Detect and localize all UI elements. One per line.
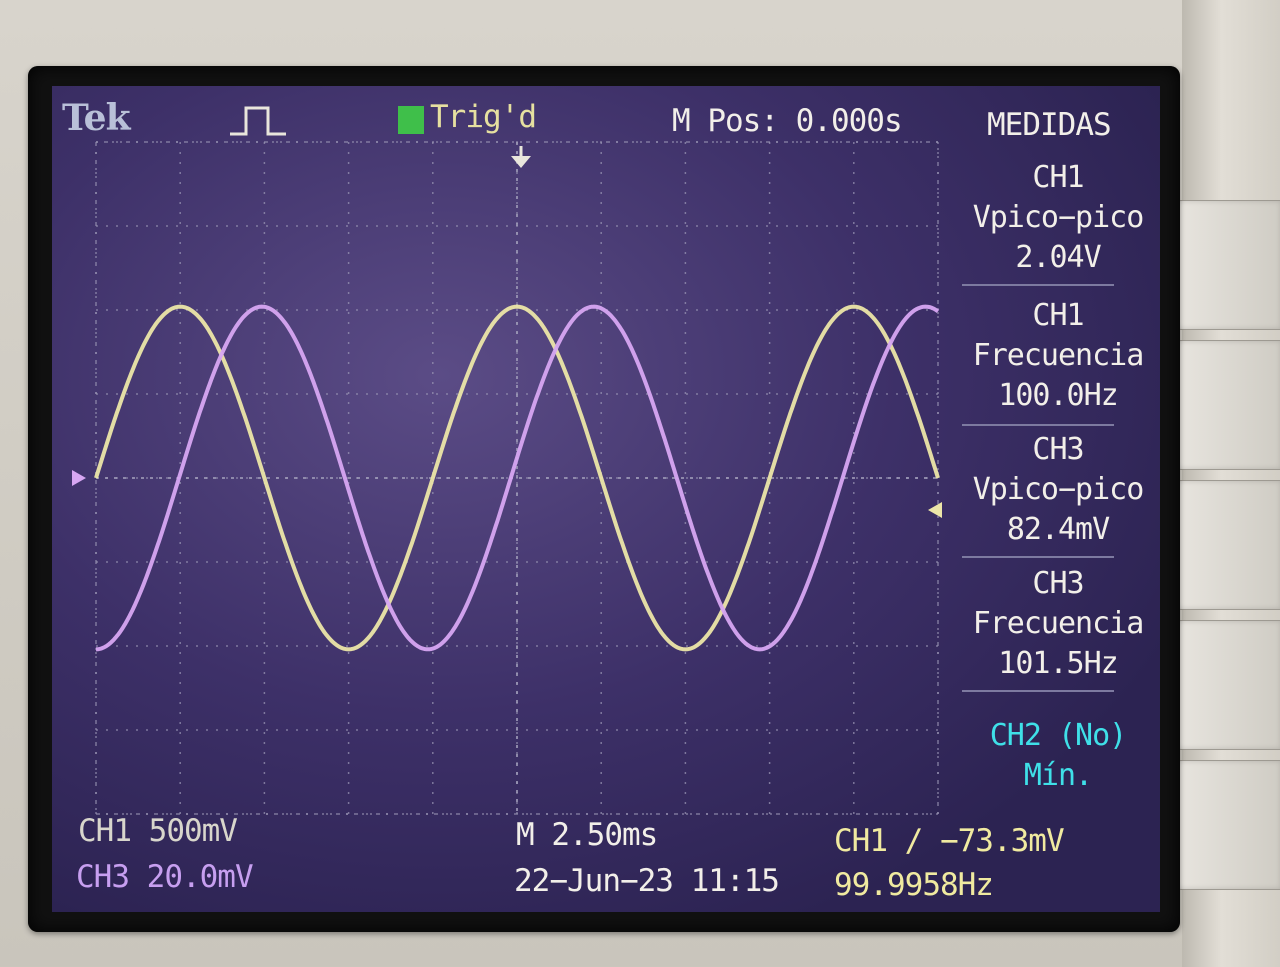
softkey-1-button[interactable] [1175,200,1280,330]
date-time-readout: 22−Jun−23 11:15 [514,863,780,899]
measurement-2[interactable]: CH1 Frecuencia 100.0Hz [960,296,1156,416]
trigger-position-marker-icon [511,146,531,168]
measurement-label: Vpico−pico [972,200,1145,235]
measurement-channel: CH2 (No) [989,718,1128,753]
edge-trigger-icon [230,106,286,136]
measurement-label: Vpico−pico [972,472,1145,507]
ch3-ground-marker[interactable] [72,470,86,486]
softkey-5-button[interactable] [1175,760,1280,890]
measurement-channel: CH3 [1032,432,1084,467]
timebase-readout: M 2.50ms [516,817,658,853]
ch3-waveform [95,304,940,652]
measurement-channel: CH1 [1032,298,1084,333]
softkey-2-button[interactable] [1175,340,1280,470]
ch1-scale-readout: CH1 500mV [78,813,238,849]
waveform-display [72,141,942,815]
menu-title: MEDIDAS [987,107,1112,143]
measurement-channel: CH1 [1032,160,1084,195]
measurement-label: Frecuencia [972,606,1145,641]
brand-logo: Tek [62,97,131,139]
trigger-level-readout: CH1 ∕ −73.3mV [834,823,1065,859]
trigger-status-icon [398,106,424,134]
oscilloscope-screen: Tek Trig'd M Pos: 0.000s MEDIDAS CH1 Vpi… [52,86,1160,912]
menu-divider [962,424,1114,426]
measurement-label: Frecuencia [972,338,1145,373]
horizontal-position: M Pos: 0.000s [672,103,903,139]
measurement-label: Mín. [1023,758,1093,793]
measurement-1[interactable]: CH1 Vpico−pico 2.04V [960,158,1156,278]
menu-divider [962,284,1114,286]
ch1-waveform [94,304,940,652]
trigger-frequency-readout: 99.9958Hz [834,867,994,903]
menu-divider [962,556,1114,558]
trigger-status-label: Trig'd [430,99,537,135]
measurement-4[interactable]: CH3 Frecuencia 101.5Hz [960,564,1156,684]
trigger-level-marker[interactable] [928,502,942,518]
measurement-3[interactable]: CH3 Vpico−pico 82.4mV [960,430,1156,550]
measurement-value: 100.0Hz [998,378,1118,413]
softkey-4-button[interactable] [1175,620,1280,750]
measurement-5[interactable]: CH2 (No) Mín. [960,716,1156,796]
measurement-value: 2.04V [1015,240,1101,275]
menu-divider [962,690,1114,692]
ch3-scale-readout: CH3 20.0mV [76,859,254,895]
measurement-value: 101.5Hz [998,646,1118,681]
softkey-3-button[interactable] [1175,480,1280,610]
measurement-channel: CH3 [1032,566,1084,601]
measurement-value: 82.4mV [1006,512,1110,547]
